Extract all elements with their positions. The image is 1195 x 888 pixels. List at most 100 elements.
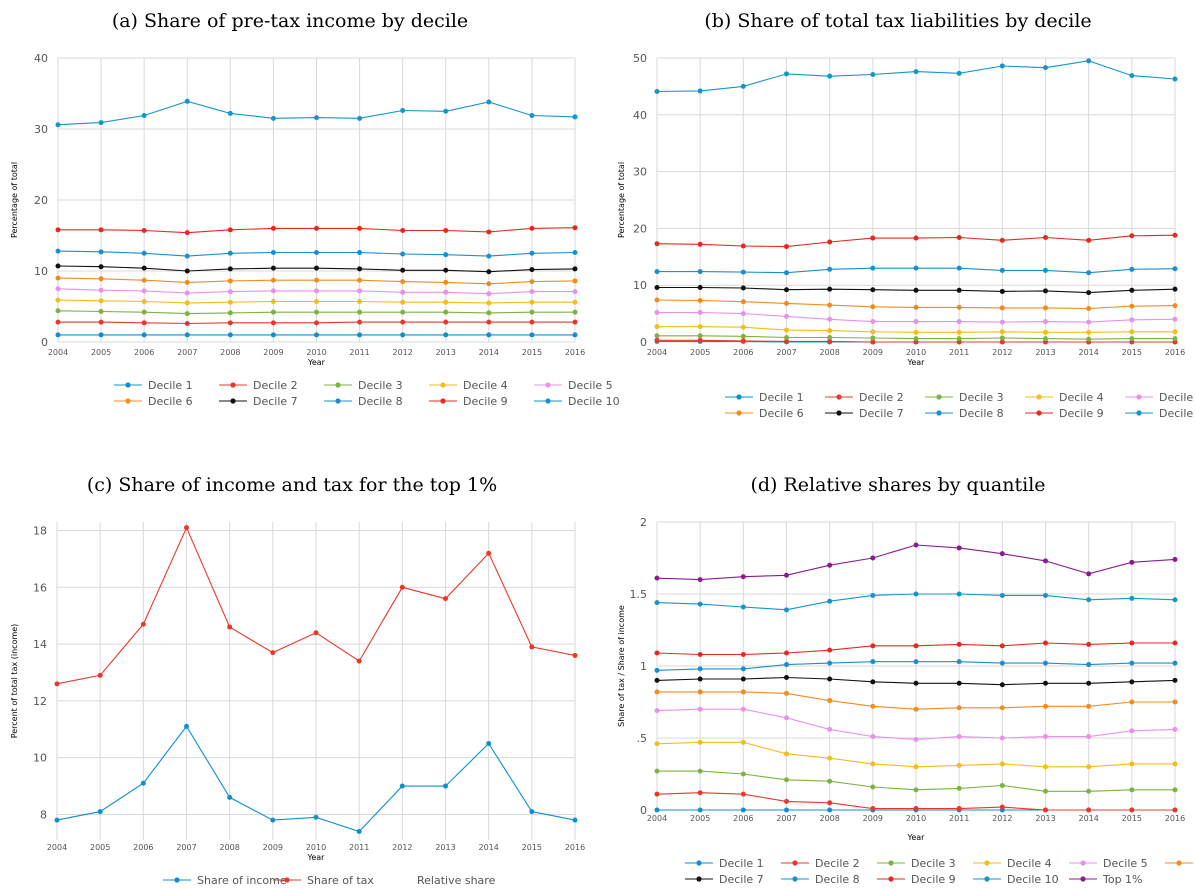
data-point [827,698,833,704]
data-point [827,334,833,340]
data-point [1172,640,1178,646]
legend-key: Decile 9 [429,395,508,408]
data-point [270,817,276,823]
x-tick-label: 2004 [647,814,667,823]
legend-label: Decile 9 [911,873,956,886]
data-point [313,630,319,636]
data-point [784,327,789,333]
x-tick-label: 2016 [565,348,585,357]
data-point [913,706,919,712]
legend-label: Decile 2 [815,857,860,870]
legend-swatch-marker [984,876,990,882]
data-point [98,227,104,233]
x-tick-label: 2004 [48,348,68,357]
data-point [443,299,449,305]
data-point [870,265,876,271]
data-point [1086,662,1092,668]
data-point [1086,319,1092,325]
x-tick-label: 2006 [133,843,153,852]
data-point [784,300,789,306]
data-point [1172,726,1178,732]
data-point [97,672,103,678]
data-point [1043,288,1048,294]
y-tick-label: 10 [34,265,48,278]
data-point [98,308,104,314]
y-tick-label: 1.5 [630,588,648,601]
data-point [141,265,147,271]
x-tick-label: 2014 [479,348,499,357]
data-point [999,335,1005,341]
x-tick-label: 2007 [177,348,197,357]
data-point [654,708,660,714]
x-tick-label: 2014 [1078,348,1098,357]
data-point [913,336,919,342]
data-point [999,319,1005,325]
data-point [400,289,406,295]
data-point [184,279,190,285]
data-point [1086,807,1092,813]
x-tick-label: 2008 [819,814,839,823]
legend-swatch-marker [545,382,551,388]
data-point [654,297,660,303]
x-tick-label: 2006 [733,348,753,357]
data-point [870,329,876,335]
legend-key: Decile 9 [1025,407,1104,420]
data-point [98,287,104,293]
data-point [1129,660,1135,666]
legend-swatch-marker [836,410,842,416]
data-point [314,288,319,294]
data-point [486,281,492,287]
data-point [913,643,919,649]
data-point [356,658,362,664]
data-point [98,249,104,255]
data-point [529,309,535,315]
legend-key: Decile 2 [781,857,860,870]
data-point [184,268,190,274]
data-point [270,115,276,121]
data-point [1129,728,1135,734]
data-point [55,248,61,254]
data-point [529,250,535,256]
data-point [827,778,833,784]
panel-d: (d) Relative shares by quantile 0 .5 1 1.5 2 2… [617,474,1193,886]
data-point [486,332,492,338]
x-tick-label: 2013 [435,843,455,852]
data-point [784,270,789,276]
legend-key: Decile 1 [725,391,804,404]
legend-key: Decile 5 [1125,391,1195,404]
data-point [784,662,789,668]
data-point [697,241,703,247]
x-tick-label: 2011 [949,348,969,357]
x-tick-label: 2006 [134,348,154,357]
data-point [399,783,405,789]
data-point [740,666,746,672]
data-point [827,338,833,344]
data-point [913,319,919,325]
data-point [740,706,746,712]
y-tick-label: 10 [633,279,647,292]
data-point [1129,303,1135,309]
data-point [827,726,833,732]
data-point [870,659,876,665]
data-point [999,705,1005,711]
data-point [54,681,60,687]
data-point [400,279,406,285]
legend-key: Top 1% [1069,873,1143,886]
data-point [1043,267,1048,273]
data-point [784,287,789,293]
data-point [1129,287,1135,293]
x-tick-label: 2007 [776,814,796,823]
data-point [913,69,919,75]
data-point [98,276,104,282]
data-point [1129,761,1135,767]
legend-swatch-marker [230,382,236,388]
legend-key: Decile 10 [534,395,620,408]
data-point [314,277,319,283]
data-point [956,234,962,240]
legend-key: Decile 1 [114,379,193,392]
data-point [913,329,919,335]
data-point [999,329,1005,335]
data-point [184,321,190,327]
data-point [697,739,703,745]
data-point [314,265,319,271]
